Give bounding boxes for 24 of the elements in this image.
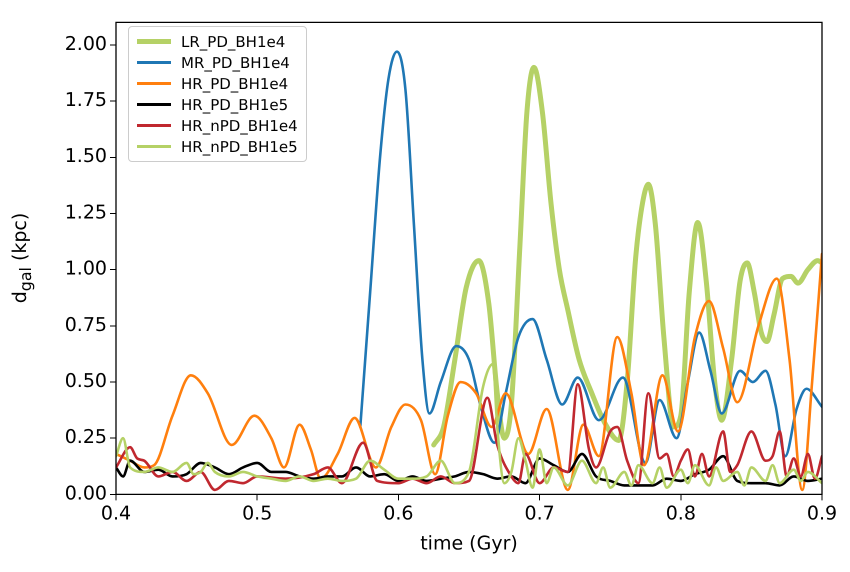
line-series xyxy=(116,252,822,492)
y-tick-label: 0.75 xyxy=(64,314,107,336)
legend-label: HR_PD_BH1e4 xyxy=(181,74,288,92)
x-axis-title: time (Gyr) xyxy=(420,532,518,555)
x-tick-label: 0.9 xyxy=(806,502,838,525)
y-tick-label: 0.50 xyxy=(64,370,107,392)
y-tick-label: 0.25 xyxy=(64,426,107,448)
y-tick-label: 1.50 xyxy=(64,145,107,168)
legend-label: LR_PD_BH1e4 xyxy=(181,32,286,50)
line-series xyxy=(116,382,822,492)
y-tick-label: 1.00 xyxy=(64,258,107,280)
legend-label: MR_PD_BH1e4 xyxy=(181,54,290,72)
y-tick-label: 1.75 xyxy=(64,89,107,112)
legend-label: HR_nPD_BH1e4 xyxy=(181,116,298,134)
y-tick-label: 1.25 xyxy=(64,201,107,224)
x-tick-label: 0.8 xyxy=(666,502,696,525)
y-tick-label: 0.00 xyxy=(64,482,107,504)
legend-label: HR_PD_BH1e5 xyxy=(181,96,288,114)
x-tick-label: 0.6 xyxy=(383,502,414,525)
x-tick-label: 0.7 xyxy=(524,502,555,525)
legend-label: HR_nPD_BH1e5 xyxy=(181,138,298,156)
x-tick-label: 0.5 xyxy=(242,502,272,525)
y-tick-label: 2.00 xyxy=(64,32,107,55)
x-tick-label: 0.4 xyxy=(100,502,132,525)
